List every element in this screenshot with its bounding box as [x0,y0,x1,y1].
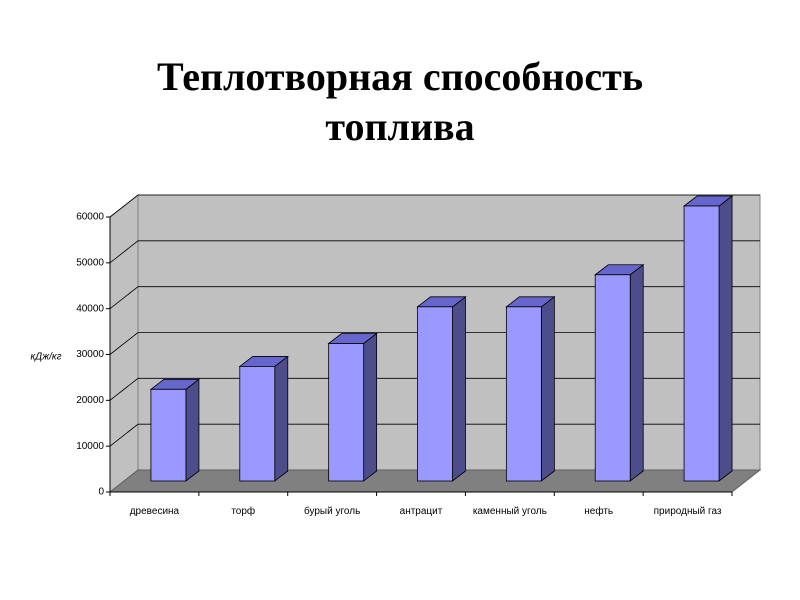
y-tick-label: 20000 [76,395,104,406]
bar-side [363,332,378,482]
y-tick-label: 30000 [76,349,104,360]
y-tick-label: 50000 [76,257,104,268]
x-tick-label: каменный уголь [472,506,547,517]
bar [683,205,720,482]
chart-title: Теплотворная способность топлива [157,54,643,149]
y-tick-label: 0 [98,487,104,498]
bar [417,306,453,482]
x-tick-label: природный газ [653,506,722,517]
y-tick-label: 60000 [76,212,104,223]
bar [328,343,365,482]
bar-side [274,355,289,482]
bar [239,366,276,482]
x-tick-label: древесина [129,506,180,517]
bar-side [540,296,555,482]
x-tick-label: бурый уголь [303,506,361,517]
y-tick-label: 40000 [76,303,104,314]
grid-line [109,240,760,264]
bar [505,306,542,482]
grid-line [109,286,760,309]
bar-side [718,195,733,482]
y-tick-label: 10000 [76,441,104,452]
bar [150,388,187,482]
bar-side [629,263,644,482]
x-tick-label: антрацит [399,506,443,517]
bar-side [185,378,200,482]
x-tick-label: торф [231,506,256,517]
bar-side [452,296,466,482]
bar [594,274,631,482]
grid-line [109,194,760,218]
x-tick-label: нефть [584,506,614,517]
y-axis-label: кДж/кг [30,352,61,363]
